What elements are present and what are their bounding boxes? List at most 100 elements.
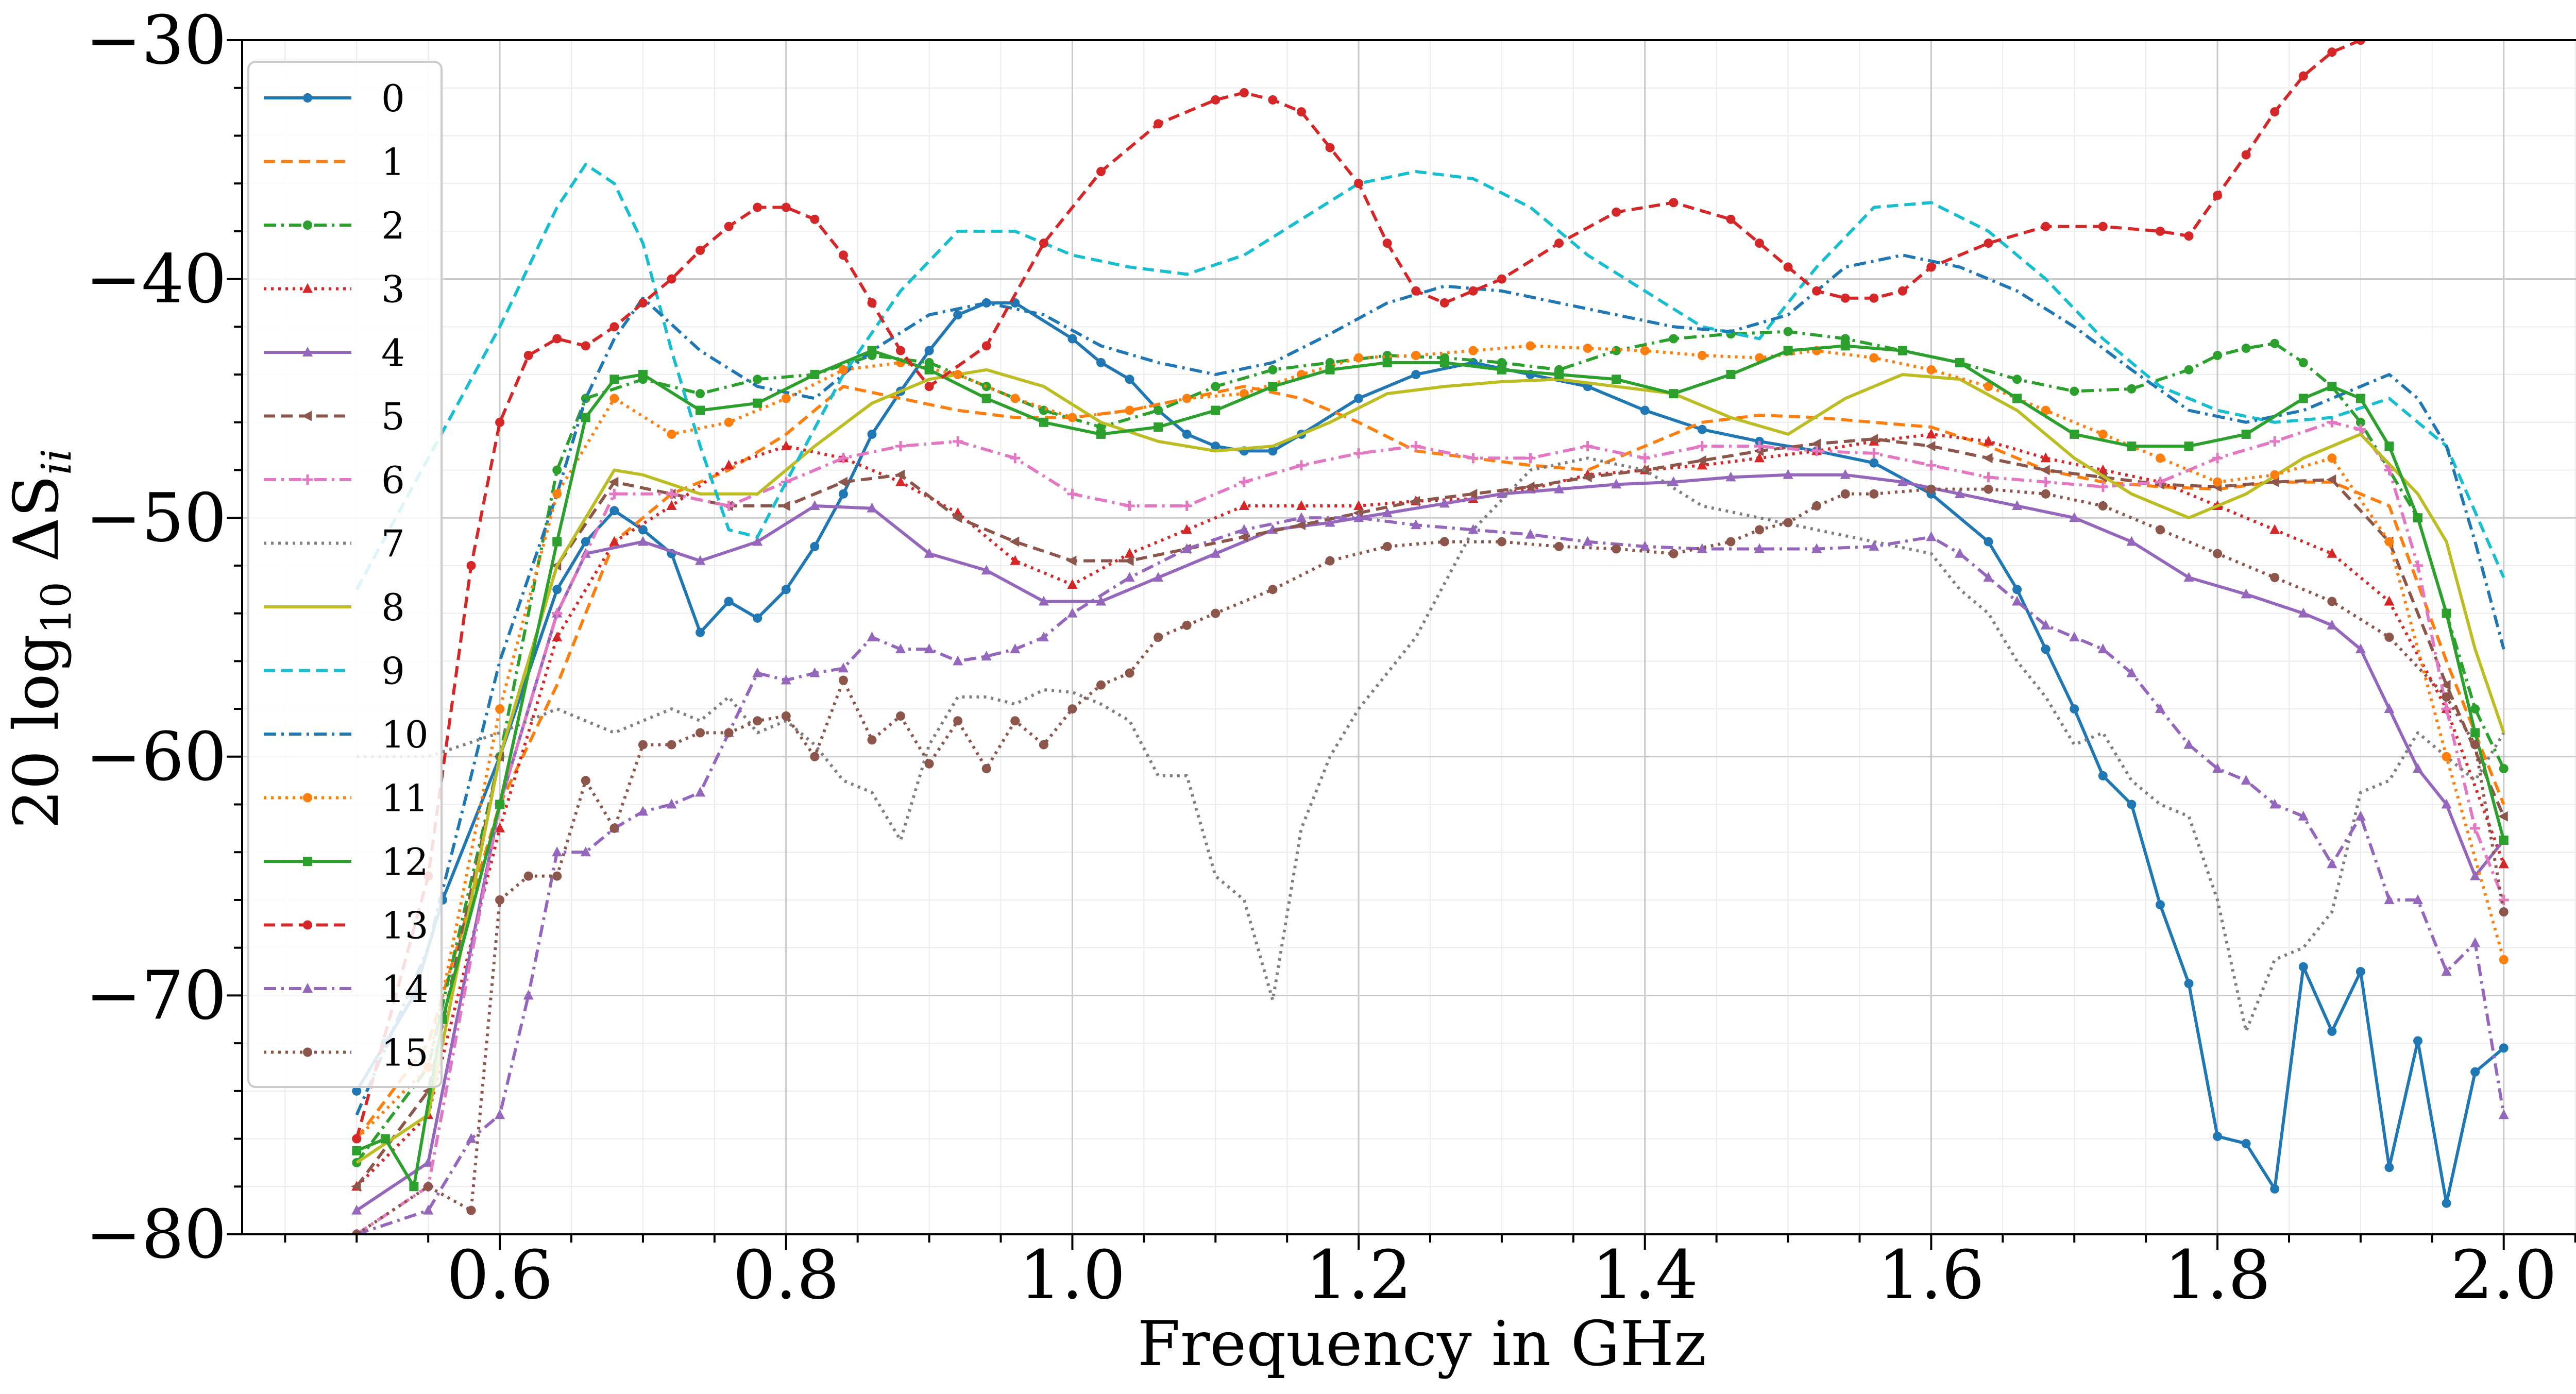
data-point-12: [2127, 441, 2137, 451]
data-point-15: [1869, 489, 1879, 499]
data-point-15: [981, 763, 991, 773]
series-line-6: [355, 420, 2505, 1234]
data-point-11: [2327, 453, 2337, 463]
data-point-2: [1783, 327, 1793, 336]
legend-label: 1: [381, 141, 405, 184]
data-point-6: [666, 488, 677, 499]
data-point-14: [1954, 548, 1965, 558]
data-point-13: [1296, 107, 1306, 117]
data-point-4: [1840, 469, 1851, 479]
data-point-13: [1783, 262, 1793, 272]
data-point-4: [1668, 476, 1679, 486]
data-point-5: [780, 501, 790, 512]
legend-label: 8: [381, 586, 405, 629]
data-point-14: [1067, 607, 1078, 618]
data-point-11: [1640, 346, 1650, 355]
data-point-2: [2127, 384, 2137, 394]
data-point-15: [352, 1230, 362, 1234]
legend-item-13: 13: [264, 904, 429, 947]
data-point-14: [2040, 619, 2051, 630]
data-point-15: [1268, 585, 1278, 594]
data-point-11: [1354, 353, 1364, 363]
data-point-0: [1096, 358, 1106, 367]
data-point-11: [2213, 477, 2223, 487]
data-point-6: [1525, 453, 1536, 464]
data-point-12: [2499, 836, 2509, 845]
data-point-14: [1411, 519, 1421, 530]
data-point-15: [1010, 716, 1020, 726]
data-point-15: [1554, 541, 1564, 551]
legend-label: 6: [381, 458, 405, 502]
legend-item-15: 15: [264, 1031, 429, 1075]
data-point-15: [2213, 549, 2223, 558]
data-point-11: [1926, 365, 1936, 375]
data-point-3: [2097, 464, 2108, 474]
data-point-2: [1497, 358, 1506, 367]
data-point-14: [1038, 632, 1049, 641]
data-point-14: [523, 990, 534, 1000]
data-point-0: [2327, 1026, 2337, 1036]
data-point-14: [2155, 703, 2165, 713]
data-point-14: [423, 1204, 434, 1215]
data-point-14: [809, 667, 820, 677]
data-point-0: [2070, 704, 2079, 714]
data-point-0: [1697, 424, 1707, 434]
data-point-5: [1696, 455, 1706, 466]
data-point-4: [1325, 517, 1335, 527]
data-point-5: [1467, 488, 1478, 499]
data-point-14: [1124, 572, 1135, 582]
data-point-0: [1067, 334, 1077, 344]
data-point-15: [1096, 680, 1106, 690]
data-point-4: [752, 536, 763, 546]
data-point-11: [1869, 353, 1879, 363]
data-point-15: [667, 740, 676, 750]
data-point-0: [2041, 644, 2050, 654]
data-point-12: [1497, 365, 1506, 375]
data-point-6: [2498, 894, 2509, 905]
data-point-12: [1039, 417, 1048, 427]
data-point-13: [781, 202, 791, 212]
legend-item-4: 4: [264, 331, 405, 375]
data-point-13: [2041, 222, 2050, 231]
data-point-12: [352, 1146, 362, 1155]
data-point-4: [1382, 507, 1393, 517]
data-point-14: [924, 643, 935, 654]
data-point-14: [1239, 524, 1249, 534]
x-tick-label: 0.6: [447, 1236, 553, 1314]
data-point-0: [2413, 1036, 2423, 1046]
data-point-12: [2184, 441, 2194, 451]
data-point-15: [2442, 692, 2451, 702]
data-point-0: [2012, 585, 2022, 594]
data-point-12: [1726, 370, 1736, 380]
data-point-14: [1754, 543, 1765, 553]
x-tick-label: 1.0: [1019, 1236, 1126, 1314]
data-point-2: [753, 375, 762, 384]
data-point-12: [867, 346, 877, 355]
data-point-11: [1182, 394, 1192, 403]
data-point-4: [1725, 471, 1736, 482]
data-point-5: [1925, 441, 1936, 452]
data-point-11: [1010, 394, 1020, 403]
data-point-13: [2327, 47, 2337, 57]
y-tick-label: −70: [86, 956, 227, 1034]
data-point-15: [1325, 556, 1335, 566]
data-point-15: [1755, 525, 1765, 535]
data-point-12: [753, 398, 762, 408]
y-axis-label-delta: ΔS: [1, 475, 73, 582]
data-point-11: [667, 429, 676, 439]
data-point-15: [1497, 537, 1506, 547]
data-point-13: [466, 560, 476, 570]
data-point-14: [2498, 1109, 2509, 1119]
data-point-0: [2270, 1184, 2280, 1194]
data-point-6: [2269, 436, 2280, 447]
data-point-11: [1067, 413, 1077, 422]
data-point-2: [1840, 334, 1850, 344]
data-point-14: [2183, 739, 2194, 749]
data-point-15: [2041, 489, 2050, 499]
data-point-14: [637, 806, 648, 816]
data-point-14: [2355, 810, 2366, 821]
data-point-4: [1611, 479, 1622, 489]
data-point-3: [1296, 500, 1307, 511]
data-point-15: [1125, 668, 1134, 678]
